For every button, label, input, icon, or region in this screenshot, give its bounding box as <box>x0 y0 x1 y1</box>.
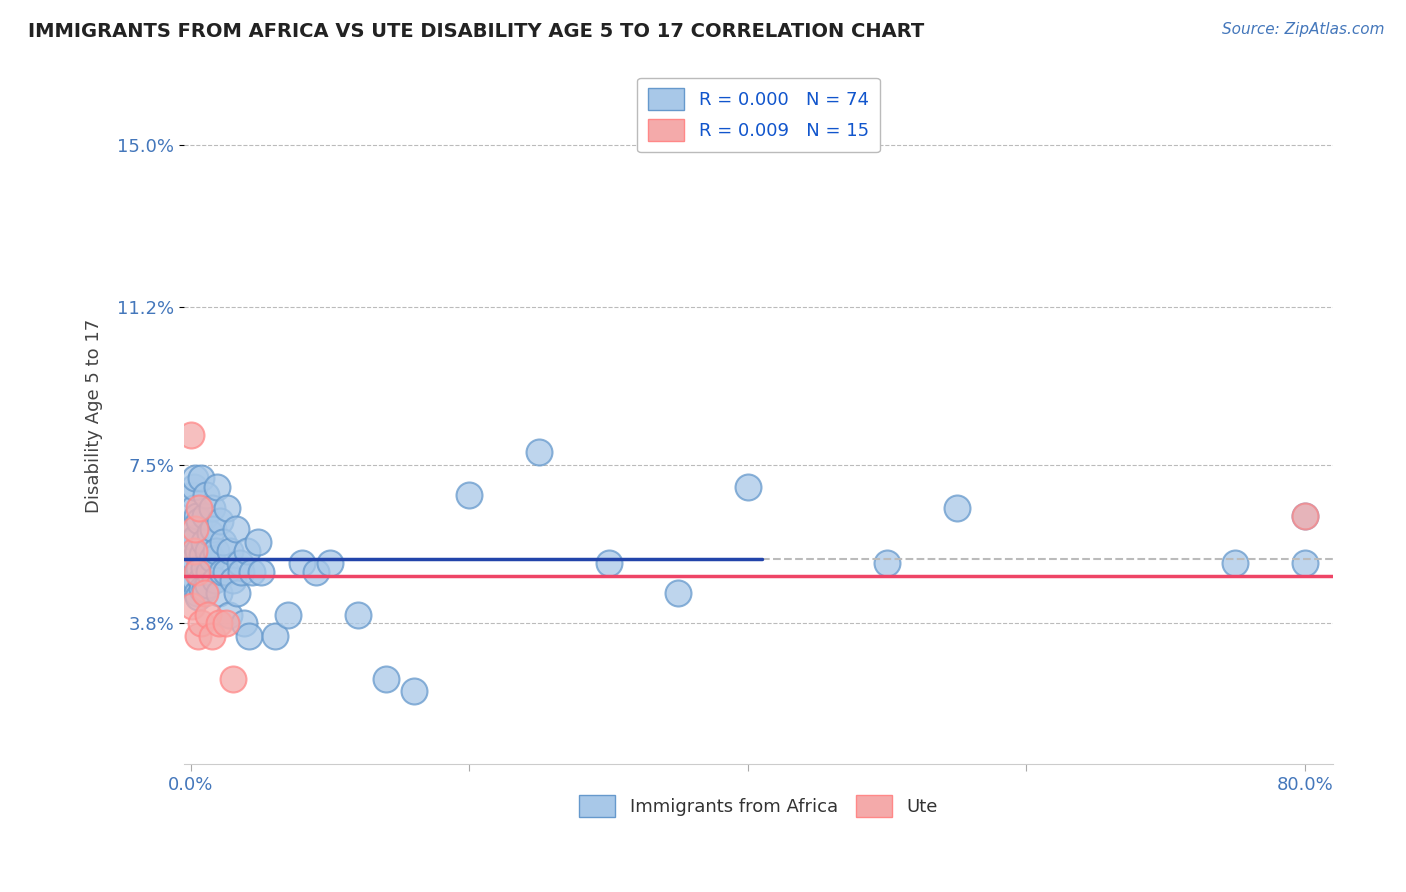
Point <box>238 629 260 643</box>
Point <box>737 479 759 493</box>
Point <box>347 607 370 622</box>
Point <box>190 615 212 630</box>
Point <box>186 509 208 524</box>
Point <box>222 672 245 686</box>
Point <box>191 548 214 562</box>
Point <box>1294 557 1316 571</box>
Point <box>186 586 208 600</box>
Point <box>277 607 299 622</box>
Point <box>198 565 221 579</box>
Point <box>235 543 257 558</box>
Point <box>374 672 396 686</box>
Point <box>240 565 263 579</box>
Point <box>180 522 202 536</box>
Point <box>194 582 217 596</box>
Point <box>208 615 231 630</box>
Point <box>219 543 242 558</box>
Point <box>319 557 342 571</box>
Y-axis label: Disability Age 5 to 17: Disability Age 5 to 17 <box>86 319 103 513</box>
Point <box>181 574 204 588</box>
Point <box>184 522 207 536</box>
Point <box>217 500 239 515</box>
Point <box>218 607 240 622</box>
Point <box>186 565 208 579</box>
Point <box>458 488 481 502</box>
Point <box>1294 509 1316 524</box>
Point <box>222 574 245 588</box>
Point <box>205 543 228 558</box>
Point <box>184 471 207 485</box>
Point <box>402 684 425 698</box>
Point <box>187 565 209 579</box>
Point <box>212 535 235 549</box>
Point <box>184 574 207 588</box>
Point <box>183 543 205 558</box>
Point <box>215 615 238 630</box>
Point <box>201 552 224 566</box>
Point <box>195 488 218 502</box>
Point <box>598 557 620 571</box>
Point <box>201 629 224 643</box>
Point <box>194 586 217 600</box>
Point <box>197 543 219 558</box>
Point <box>1225 557 1247 571</box>
Point <box>246 535 269 549</box>
Point <box>666 586 689 600</box>
Point <box>188 500 211 515</box>
Point <box>181 599 204 613</box>
Point <box>876 557 898 571</box>
Point <box>209 514 232 528</box>
Point <box>184 531 207 545</box>
Point <box>204 574 226 588</box>
Point <box>201 500 224 515</box>
Point <box>207 479 229 493</box>
Point <box>187 629 209 643</box>
Point <box>197 577 219 591</box>
Point <box>191 582 214 596</box>
Point <box>181 535 204 549</box>
Point <box>229 565 252 579</box>
Point <box>211 565 233 579</box>
Point <box>190 471 212 485</box>
Point <box>194 509 217 524</box>
Point <box>263 629 285 643</box>
Point <box>181 488 204 502</box>
Point <box>291 557 314 571</box>
Point <box>305 565 328 579</box>
Point <box>183 500 205 515</box>
Point <box>1294 509 1316 524</box>
Point <box>183 479 205 493</box>
Point <box>232 615 254 630</box>
Point <box>193 535 215 549</box>
Point <box>197 607 219 622</box>
Point <box>188 514 211 528</box>
Point <box>188 560 211 574</box>
Point <box>527 445 550 459</box>
Point <box>229 557 252 571</box>
Text: Source: ZipAtlas.com: Source: ZipAtlas.com <box>1222 22 1385 37</box>
Point <box>180 428 202 442</box>
Point <box>183 552 205 566</box>
Legend: Immigrants from Africa, Ute: Immigrants from Africa, Ute <box>572 788 945 824</box>
Point <box>200 526 222 541</box>
Point <box>187 543 209 558</box>
Point <box>190 574 212 588</box>
Point <box>249 565 271 579</box>
Point <box>225 522 247 536</box>
Point <box>208 586 231 600</box>
Point <box>215 565 238 579</box>
Point <box>193 560 215 574</box>
Text: IMMIGRANTS FROM AFRICA VS UTE DISABILITY AGE 5 TO 17 CORRELATION CHART: IMMIGRANTS FROM AFRICA VS UTE DISABILITY… <box>28 22 924 41</box>
Point <box>226 586 249 600</box>
Point <box>187 591 209 605</box>
Point <box>202 522 225 536</box>
Point <box>180 557 202 571</box>
Point <box>946 500 969 515</box>
